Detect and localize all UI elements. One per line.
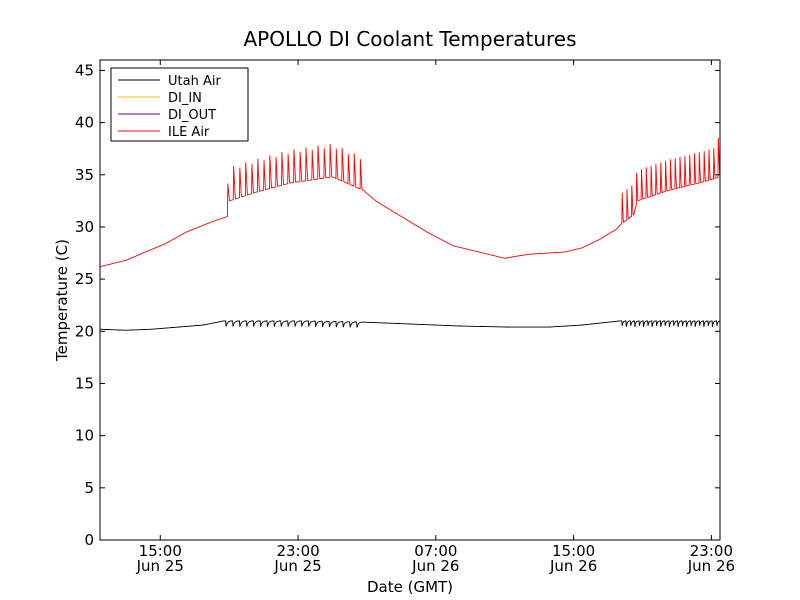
legend: Utah Air DI_IN DI_OUT ILE Air: [110, 67, 249, 142]
y-tick-label: 15: [75, 374, 94, 392]
x-tick-label-date: Jun 26: [549, 557, 597, 575]
y-tick-label: 40: [75, 114, 94, 132]
x-tick-label-time: 15:00: [552, 542, 595, 560]
legend-label: Utah Air: [168, 74, 221, 89]
legend-label: DI_OUT: [168, 108, 216, 123]
y-tick-label: 30: [75, 218, 94, 236]
x-tick-label-date: Jun 25: [136, 557, 184, 575]
y-tick-label: 45: [75, 61, 94, 79]
y-axis-label: Temperature (C): [53, 239, 71, 362]
legend-label: ILE Air: [168, 125, 210, 140]
series-line-ile-air: [99, 137, 721, 268]
plot-area: [99, 137, 721, 331]
x-tick-label-time: 07:00: [414, 542, 457, 560]
x-axis-label: Date (GMT): [367, 578, 453, 596]
x-tick-label-date: Jun 26: [687, 557, 735, 575]
y-tick-label: 25: [75, 270, 94, 288]
x-tick-label-date: Jun 26: [411, 557, 459, 575]
y-tick-label: 10: [75, 427, 94, 445]
series-line-utah-air: [100, 320, 721, 331]
legend-label: DI_IN: [168, 91, 202, 106]
y-tick-label: 5: [84, 479, 94, 497]
y-tick-label: 35: [75, 166, 94, 184]
x-tick-label-date: Jun 25: [273, 557, 321, 575]
y-tick-label: 20: [75, 322, 94, 340]
x-tick-label-time: 23:00: [690, 542, 733, 560]
x-tick-label-time: 23:00: [276, 542, 319, 560]
y-tick-label: 0: [84, 531, 94, 549]
axes-frame: [99, 59, 721, 541]
x-tick-label-time: 15:00: [139, 542, 182, 560]
chart-title: APOLLO DI Coolant Temperatures: [243, 27, 576, 51]
